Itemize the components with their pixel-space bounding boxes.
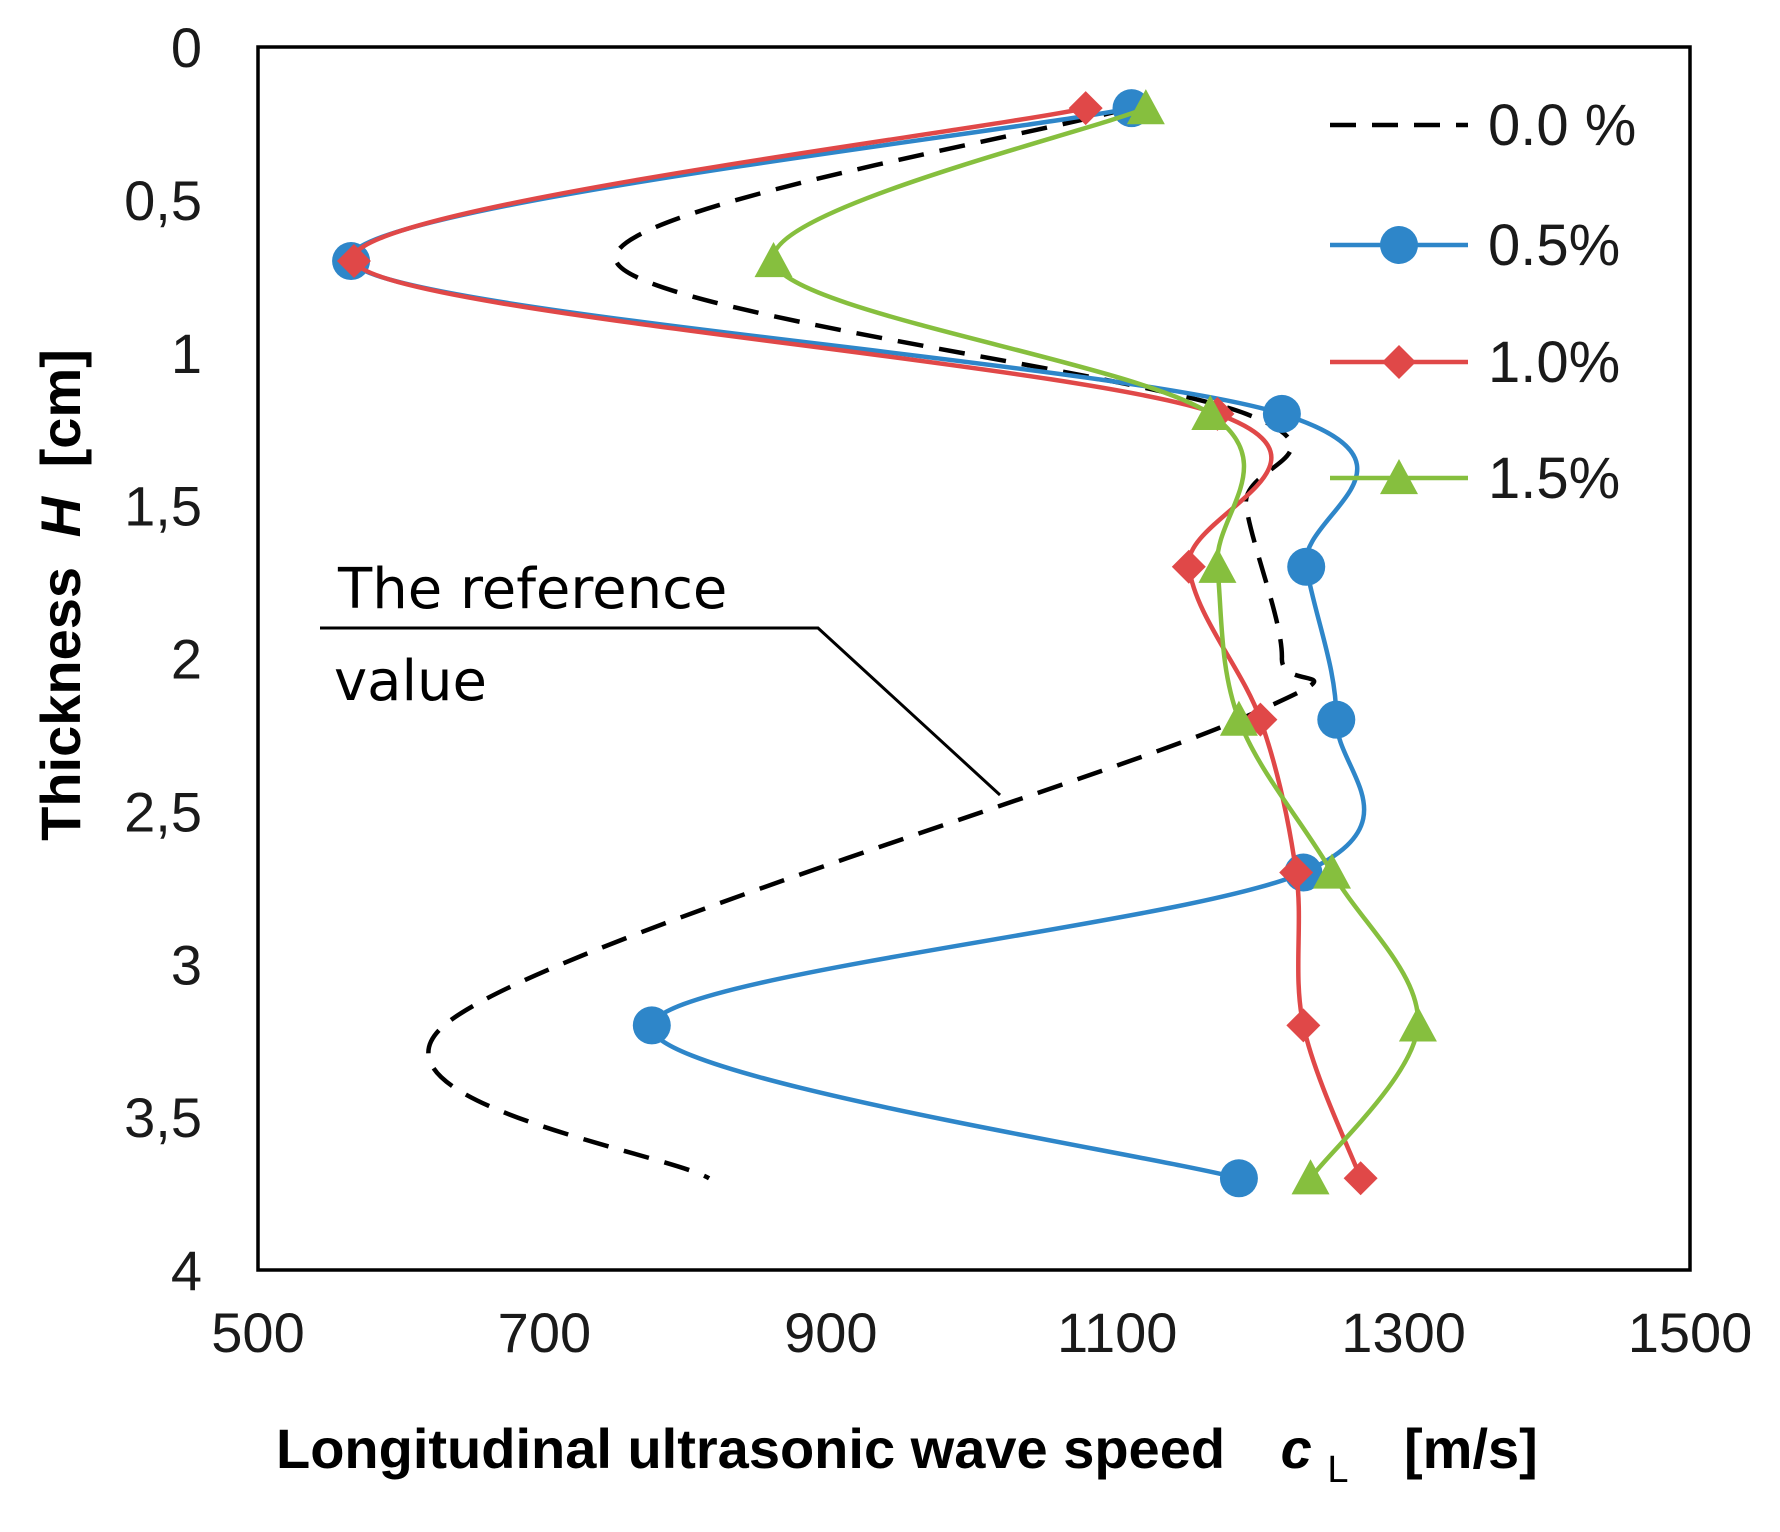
x-axis-title-text: Longitudinal ultrasonic wave speed [276, 1417, 1225, 1480]
reference-annotation: The reference value [320, 557, 1002, 797]
legend-label: 1.0% [1488, 330, 1620, 395]
data-point [1398, 1006, 1437, 1042]
y-tick-label: 0 [171, 16, 202, 79]
y-tick-label: 4 [171, 1239, 202, 1302]
x-tick-label: 1500 [1628, 1301, 1753, 1364]
y-tick-label: 1 [171, 322, 202, 385]
series-layer [332, 89, 1437, 1198]
data-point [1343, 1161, 1378, 1196]
data-point [1286, 1008, 1321, 1043]
data-point [1068, 91, 1103, 126]
x-tick-label: 700 [498, 1301, 591, 1364]
data-point [632, 1006, 671, 1045]
plot-frame [256, 45, 1692, 1272]
x-axis-title-symbol: c [1281, 1417, 1312, 1480]
legend-label: 0.0 % [1488, 93, 1636, 158]
data-point [1219, 1159, 1258, 1198]
legend-label: 1.5% [1488, 446, 1620, 511]
legend-item: 1.5% [1330, 446, 1620, 511]
legend: 0.0 % 0.5% 1.0% 1.5% [1330, 93, 1636, 511]
legend-item: 0.5% [1330, 213, 1620, 278]
legend-marker [1380, 226, 1418, 264]
data-point [1126, 89, 1165, 125]
data-point [1313, 853, 1351, 889]
data-point [336, 244, 371, 279]
data-point [1317, 700, 1356, 739]
ticks-layer: 500 700 900 1100 1300 1500 0 0,5 1 1,5 2 2,5 3 3,5 4 [124, 16, 1752, 1364]
data-point [1262, 394, 1301, 433]
y-tick-label: 0,5 [124, 169, 202, 232]
y-tick-label: 2 [171, 628, 202, 691]
y-tick-label: 3,5 [124, 1086, 202, 1149]
y-tick-label: 1,5 [124, 475, 202, 538]
y-axis-title-text: Thickness [29, 567, 92, 841]
data-point [1287, 547, 1326, 586]
data-point [1198, 547, 1237, 583]
x-tick-label: 500 [211, 1301, 304, 1364]
series-15 [754, 89, 1437, 1195]
data-point [1171, 549, 1206, 584]
legend-label: 0.5% [1488, 213, 1620, 278]
y-tick-label: 3 [171, 933, 202, 996]
x-tick-label: 900 [784, 1301, 877, 1364]
legend-item: 1.0% [1330, 330, 1620, 395]
data-point [1219, 700, 1258, 736]
annotation-leader-line [320, 626, 1002, 797]
x-axis-title-unit: [m/s] [1404, 1417, 1538, 1480]
data-point [1191, 394, 1230, 431]
series-line [351, 105, 1363, 1180]
y-axis-title-symbol: H [29, 495, 92, 537]
annotation-line-2: value [334, 649, 487, 714]
data-point [1279, 855, 1314, 890]
x-axis-title-subscript: L [1327, 1449, 1348, 1491]
y-axis-title-unit: [cm] [29, 349, 92, 467]
legend-marker [1380, 459, 1418, 495]
y-axis-title: Thickness H [cm] [29, 349, 92, 841]
data-point [1291, 1159, 1330, 1195]
annotation-line-1: The reference [337, 557, 727, 622]
x-axis-title: Longitudinal ultrasonic wave speed c L [… [276, 1417, 1538, 1494]
x-tick-label: 1100 [1057, 1301, 1177, 1364]
y-tick-label: 2,5 [124, 780, 202, 843]
data-point [754, 242, 793, 278]
legend-item: 0.0 % [1330, 93, 1636, 158]
legend-marker [1382, 345, 1416, 379]
x-tick-label: 1300 [1341, 1301, 1466, 1364]
